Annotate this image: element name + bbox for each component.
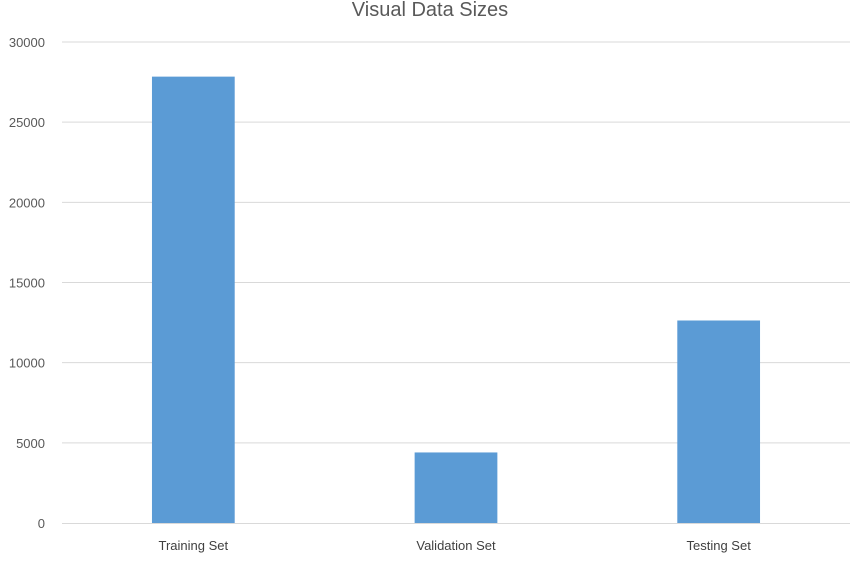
x-category-label: Training Set [159,538,229,553]
bar-training-set [151,76,235,523]
x-category-label: Testing Set [687,538,752,553]
y-tick-label: 25000 [9,115,45,130]
y-tick-label: 20000 [9,195,45,210]
bar-testing-set [677,320,761,523]
y-tick-label: 15000 [9,276,45,291]
chart-title: Visual Data Sizes [352,0,508,21]
bars [151,76,761,523]
y-tick-label: 30000 [9,35,45,50]
bar-validation-set [414,452,498,523]
y-tick-label: 10000 [9,356,45,371]
y-tick-label: 0 [38,516,45,531]
y-tick-label: 5000 [16,436,45,451]
y-axis-tick-labels: 0 5000 10000 15000 20000 25000 30000 [9,35,45,531]
x-axis-category-labels: Training Set Validation Set Testing Set [159,538,752,553]
x-category-label: Validation Set [416,538,496,553]
